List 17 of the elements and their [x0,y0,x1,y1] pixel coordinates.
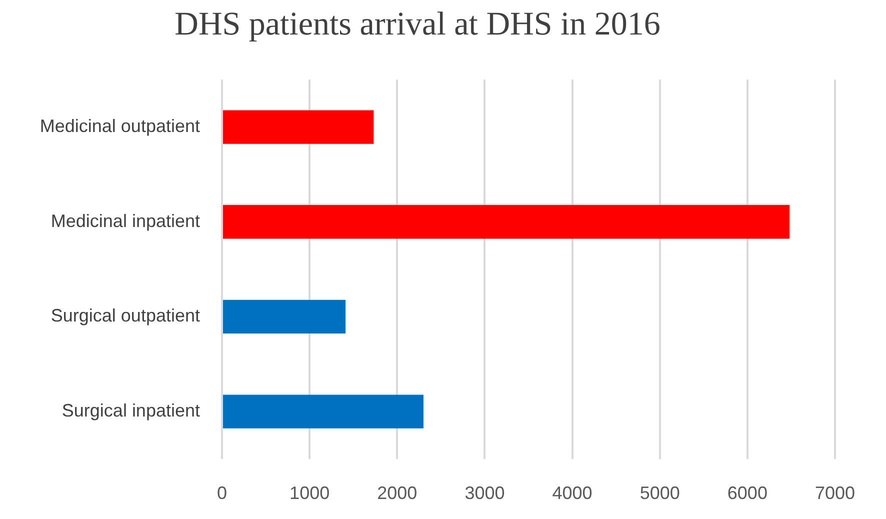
x-tick-label: 3000 [464,482,505,503]
bar [223,205,790,239]
y-tick-label: Medicinal inpatient [50,210,200,231]
x-tick-label: 6000 [727,482,768,503]
x-tick-label: 1000 [290,482,330,503]
y-tick-label: Surgical inpatient [62,400,200,421]
bar [223,300,346,334]
x-tick-label: 0 [216,482,228,503]
y-tick-label: Surgical outpatient [50,306,200,326]
chart-title: DHS patients arrival at DHS in 2016 [174,6,660,42]
bar [223,110,374,144]
x-tick-label: 2000 [377,482,418,503]
x-tick-label: 7000 [814,482,856,503]
x-tick-label: 4000 [552,482,592,503]
x-tick-label: 5000 [640,482,680,503]
bar [223,394,424,428]
y-tick-label: Medicinal outpatient [40,116,200,136]
